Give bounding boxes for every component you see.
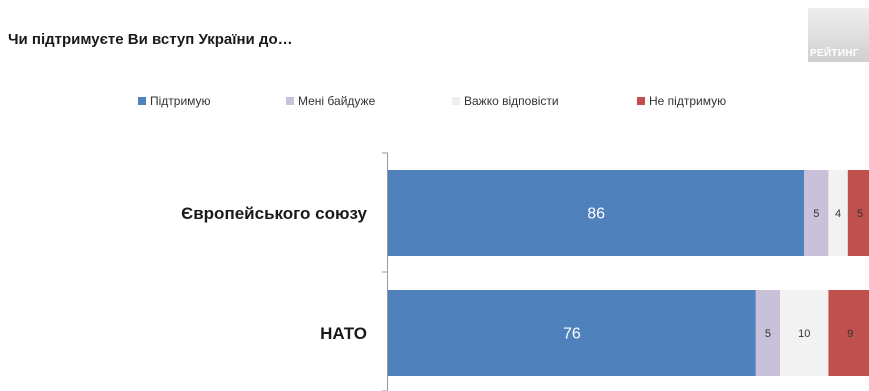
bar-segment	[828, 170, 848, 256]
legend-label: Мені байдуже	[298, 94, 376, 108]
bar-segment	[388, 170, 805, 256]
data-label: 5	[765, 328, 771, 340]
bar-segment	[847, 170, 869, 256]
logo-text: РЕЙТИНГ	[810, 48, 859, 59]
chart-title: Чи підтримуєте Ви вступ України до…	[8, 31, 293, 48]
legend-item: Підтримую	[138, 94, 211, 108]
legend-item: Не підтримую	[637, 94, 726, 108]
data-label: 10	[798, 328, 810, 340]
legend-item: Важко відповісти	[452, 94, 559, 108]
bar-segment	[804, 170, 829, 256]
category-label: Європейського союзу	[181, 204, 367, 223]
rating-logo: РЕЙТИНГ	[808, 8, 869, 62]
category-label: НАТО	[320, 324, 367, 343]
legend-label: Підтримую	[150, 94, 211, 108]
data-label: 86	[587, 206, 605, 223]
legend-item: Мені байдуже	[286, 94, 375, 108]
legend-swatch	[286, 97, 294, 105]
data-label: 5	[857, 208, 863, 220]
bar-segment	[828, 290, 869, 376]
legend-swatch	[138, 97, 146, 105]
legend-label: Не підтримую	[649, 94, 727, 108]
legend-swatch	[452, 97, 460, 105]
legend: Підтримую Мені байдуже Важко відповісти Не …	[0, 94, 869, 110]
bar-segment	[755, 290, 781, 376]
data-label: 76	[563, 326, 581, 343]
data-label: 4	[835, 208, 841, 220]
bar-segment	[388, 290, 756, 376]
legend-swatch	[637, 97, 645, 105]
data-label: 9	[847, 328, 853, 340]
legend-label: Важко відповісти	[464, 94, 559, 108]
data-label: 5	[813, 208, 819, 220]
bar-segment	[780, 290, 829, 376]
